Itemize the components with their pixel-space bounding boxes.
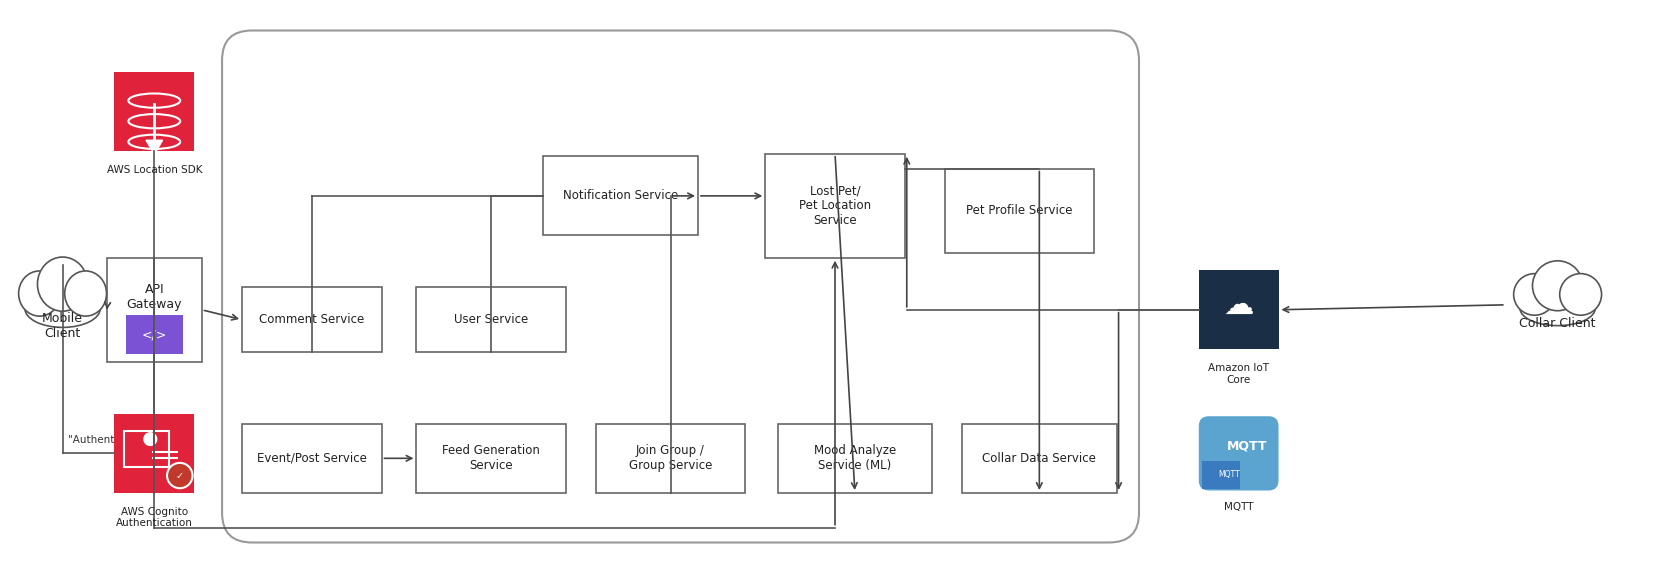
Text: "Authentication": "Authentication": [67, 435, 154, 445]
Ellipse shape: [37, 257, 87, 311]
FancyBboxPatch shape: [1198, 416, 1279, 490]
FancyBboxPatch shape: [595, 423, 746, 493]
Ellipse shape: [18, 271, 60, 316]
Text: AWS Cognito
Authentication: AWS Cognito Authentication: [116, 507, 193, 528]
FancyBboxPatch shape: [107, 258, 201, 362]
Text: Collar Client: Collar Client: [1520, 317, 1596, 331]
Text: MQTT: MQTT: [1218, 470, 1240, 480]
FancyBboxPatch shape: [114, 72, 194, 151]
Circle shape: [144, 433, 156, 445]
Text: Amazon IoT
Core: Amazon IoT Core: [1208, 363, 1269, 385]
Text: Collar Data Service: Collar Data Service: [982, 452, 1096, 465]
Text: Feed Generation
Service: Feed Generation Service: [442, 444, 540, 472]
Text: User Service: User Service: [454, 313, 528, 326]
Text: ✓: ✓: [176, 470, 184, 481]
FancyBboxPatch shape: [221, 30, 1140, 543]
Ellipse shape: [1520, 291, 1596, 325]
Text: Mood Analyze
Service (ML): Mood Analyze Service (ML): [815, 444, 897, 472]
Ellipse shape: [25, 290, 101, 327]
Text: Lost Pet/
Pet Location
Service: Lost Pet/ Pet Location Service: [799, 185, 872, 227]
Text: AWS Location SDK: AWS Location SDK: [107, 165, 203, 175]
Ellipse shape: [1532, 261, 1582, 311]
FancyBboxPatch shape: [1202, 461, 1240, 489]
FancyBboxPatch shape: [766, 154, 905, 258]
FancyBboxPatch shape: [241, 423, 382, 493]
FancyBboxPatch shape: [962, 423, 1116, 493]
FancyBboxPatch shape: [778, 423, 932, 493]
FancyBboxPatch shape: [1198, 270, 1279, 350]
Text: Event/Post Service: Event/Post Service: [256, 452, 367, 465]
Text: MQTT: MQTT: [1227, 439, 1267, 453]
Circle shape: [168, 463, 193, 488]
Text: Pet Profile Service: Pet Profile Service: [965, 204, 1073, 217]
Text: API
Gateway: API Gateway: [126, 283, 183, 311]
Ellipse shape: [1513, 274, 1555, 315]
Ellipse shape: [65, 271, 107, 316]
FancyBboxPatch shape: [126, 315, 183, 355]
FancyBboxPatch shape: [114, 414, 194, 493]
FancyBboxPatch shape: [416, 423, 566, 493]
FancyBboxPatch shape: [945, 168, 1094, 253]
Text: </>: </>: [142, 328, 168, 342]
FancyBboxPatch shape: [543, 156, 697, 236]
Text: MQTT: MQTT: [1223, 503, 1254, 512]
Text: Notification Service: Notification Service: [563, 190, 679, 202]
Ellipse shape: [1560, 274, 1602, 315]
FancyBboxPatch shape: [416, 288, 566, 352]
Text: Comment Service: Comment Service: [260, 313, 364, 326]
Text: Mobile
Client: Mobile Client: [42, 312, 84, 340]
Text: Join Group /
Group Service: Join Group / Group Service: [628, 444, 712, 472]
FancyBboxPatch shape: [241, 288, 382, 352]
Text: ☁: ☁: [1223, 291, 1254, 320]
